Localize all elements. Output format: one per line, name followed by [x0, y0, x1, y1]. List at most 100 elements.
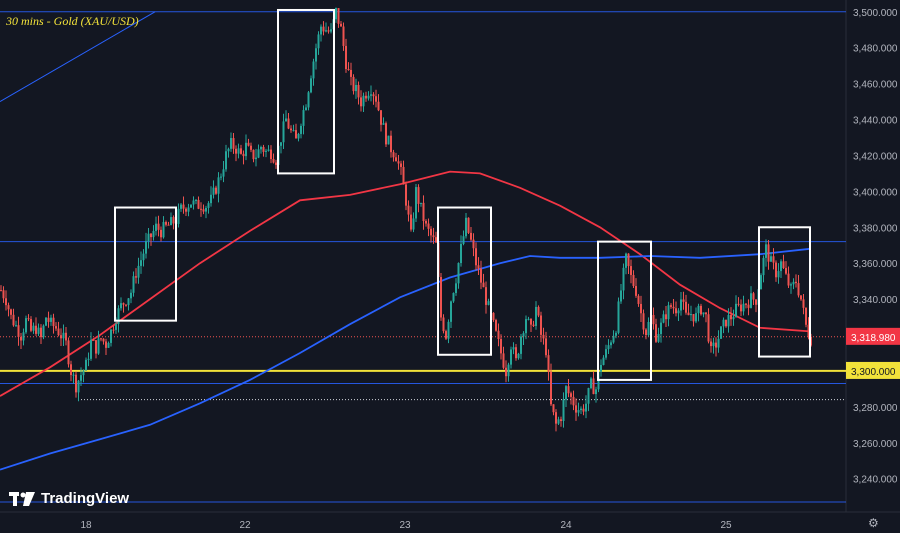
candle-body: [85, 359, 87, 371]
candle-body: [152, 230, 155, 238]
candle-body: [250, 145, 252, 150]
candle-body: [565, 386, 567, 400]
candle-body: [322, 26, 325, 32]
candle-body: [135, 276, 137, 278]
y-tick-label: 3,340.000: [853, 295, 898, 306]
candle-body: [347, 68, 350, 70]
candle-body: [122, 303, 125, 305]
candle-body: [157, 223, 160, 230]
y-tick-label: 3,440.000: [853, 116, 898, 127]
candle-body: [12, 314, 15, 326]
candle-body: [475, 248, 477, 266]
candle-body: [310, 78, 312, 93]
candle-body: [545, 338, 547, 356]
candle-body: [42, 325, 45, 338]
candle-body: [262, 146, 265, 152]
candle-body: [210, 194, 212, 204]
candle-body: [385, 123, 387, 145]
candle-body: [142, 253, 145, 261]
candle-body: [537, 306, 540, 316]
candle-body: [722, 319, 725, 327]
settings-gear-icon[interactable]: ⚙: [868, 516, 879, 530]
candle-body: [170, 217, 172, 226]
candle-body: [187, 207, 190, 212]
candle-body: [480, 268, 482, 283]
candle-body: [147, 233, 150, 242]
candle-body: [657, 333, 660, 342]
x-tick-label: 22: [239, 520, 251, 531]
tradingview-icon: [9, 491, 35, 506]
candle-body: [672, 306, 675, 309]
candle-body: [740, 304, 742, 312]
candle-body: [90, 339, 92, 359]
candle-body: [65, 332, 67, 341]
candle-body: [790, 284, 792, 286]
candle-body: [787, 273, 790, 286]
candle-body: [345, 45, 347, 69]
candle-body: [417, 187, 420, 204]
x-tick-label: 23: [399, 520, 411, 531]
y-tick-label: 3,260.000: [853, 439, 898, 450]
candle-body: [730, 314, 732, 320]
candle-body: [555, 412, 557, 424]
candle-body: [287, 118, 290, 129]
candle-body: [495, 320, 497, 331]
candle-body: [420, 202, 422, 204]
candle-body: [655, 324, 657, 342]
candle-body: [800, 295, 802, 300]
candle-body: [20, 336, 22, 341]
candle-body: [140, 260, 142, 266]
candle-body: [472, 239, 475, 249]
candle-body: [280, 142, 282, 146]
candle-body: [190, 204, 192, 208]
candle-body: [247, 142, 250, 146]
candle-body: [392, 152, 395, 158]
tradingview-wordmark: TradingView: [41, 490, 130, 507]
candle-body: [522, 333, 525, 337]
candle-body: [505, 367, 507, 377]
candle-body: [642, 313, 645, 330]
candle-body: [455, 283, 457, 293]
candle-body: [797, 283, 800, 296]
y-tick-label: 3,480.000: [853, 44, 898, 55]
candle-body: [530, 318, 532, 325]
candle-body: [732, 316, 735, 320]
highlight-box-4: [597, 240, 652, 381]
candle-body: [155, 223, 157, 231]
moving-average-red: [0, 170, 811, 397]
candle-body: [735, 303, 737, 317]
x-tick-label: 24: [560, 520, 572, 531]
candle-body: [805, 307, 807, 325]
candle-body: [357, 84, 360, 98]
candle-body: [685, 301, 687, 313]
candle-body: [625, 253, 627, 268]
candle-body: [737, 303, 740, 305]
candle-body: [677, 310, 680, 314]
candle-body: [682, 299, 685, 302]
candle-body: [327, 30, 330, 32]
candle-body: [30, 319, 32, 331]
candle-body: [590, 378, 592, 389]
candle-body: [500, 339, 502, 354]
candle-body: [665, 314, 667, 320]
candle-body: [62, 332, 65, 339]
candle-body: [492, 312, 495, 321]
candle-body: [407, 205, 410, 215]
candle-body: [225, 151, 227, 170]
candle-body: [680, 299, 682, 311]
candle-body: [695, 313, 697, 322]
candle-body: [230, 138, 232, 149]
candle-body: [290, 128, 292, 131]
candle-body: [705, 312, 707, 315]
candle-body: [177, 208, 180, 224]
y-tick-label: 3,280.000: [853, 403, 898, 414]
candle-body: [300, 125, 302, 134]
candle-body: [77, 380, 80, 393]
candle-body: [725, 319, 727, 327]
candle-body: [795, 281, 797, 284]
candle-body: [320, 26, 322, 35]
candle-body: [477, 265, 480, 269]
candle-body: [60, 335, 62, 339]
